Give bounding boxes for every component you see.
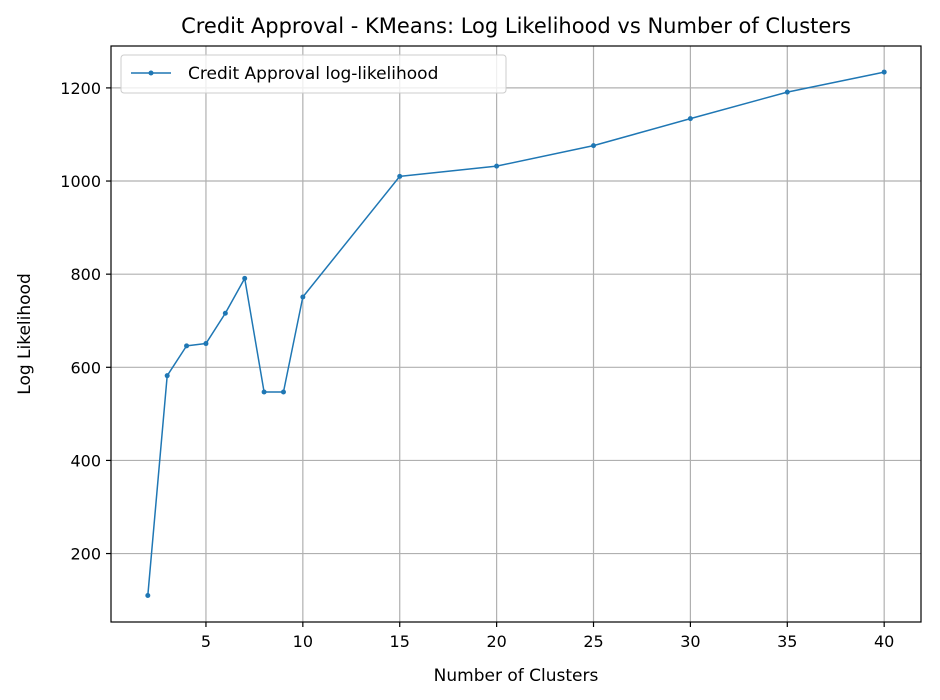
data-point	[494, 163, 500, 169]
x-tick-label: 25	[583, 632, 603, 651]
data-point	[687, 116, 693, 122]
x-tick-label: 5	[201, 632, 211, 651]
data-point	[242, 275, 248, 281]
x-tick-label: 10	[293, 632, 313, 651]
legend-box	[120, 54, 507, 94]
y-tick-label: 1000	[60, 172, 101, 191]
legend-label: Credit Approval log-likelihood	[188, 64, 438, 84]
data-point	[184, 343, 190, 349]
y-axis-title: Log Likelihood	[15, 273, 35, 394]
x-tick-label: 30	[680, 632, 700, 651]
data-point	[881, 69, 887, 75]
data-point	[164, 373, 170, 379]
y-tick-label: 600	[70, 358, 101, 377]
x-tick-label: 15	[390, 632, 410, 651]
y-tick-label: 200	[70, 545, 101, 564]
x-tick-label: 35	[777, 632, 797, 651]
legend: Credit Approval log-likelihood	[120, 54, 507, 94]
data-point	[261, 389, 267, 395]
y-tick-label: 1200	[60, 79, 101, 98]
data-point	[203, 341, 209, 347]
x-tick-label: 20	[486, 632, 506, 651]
data-point	[784, 89, 790, 95]
data-point	[300, 294, 306, 300]
y-axis-ticks: 200 400 600 800 1000 1200	[60, 79, 111, 564]
data-point	[145, 592, 151, 598]
x-tick-label: 40	[874, 632, 894, 651]
grid	[111, 46, 921, 622]
data-point	[280, 389, 286, 395]
x-axis-ticks: 5 10 15 20 25 30 35 40	[201, 622, 894, 651]
data-point	[397, 173, 403, 179]
plot-frame	[110, 45, 922, 623]
chart-title: Credit Approval - KMeans: Log Likelihood…	[181, 14, 851, 38]
data-point	[222, 310, 228, 316]
y-tick-label: 400	[70, 451, 101, 470]
x-axis-title: Number of Clusters	[434, 666, 599, 686]
series-layer	[145, 69, 887, 598]
data-point	[591, 143, 597, 149]
legend-marker-swatch	[148, 70, 154, 76]
y-tick-label: 800	[70, 265, 101, 284]
